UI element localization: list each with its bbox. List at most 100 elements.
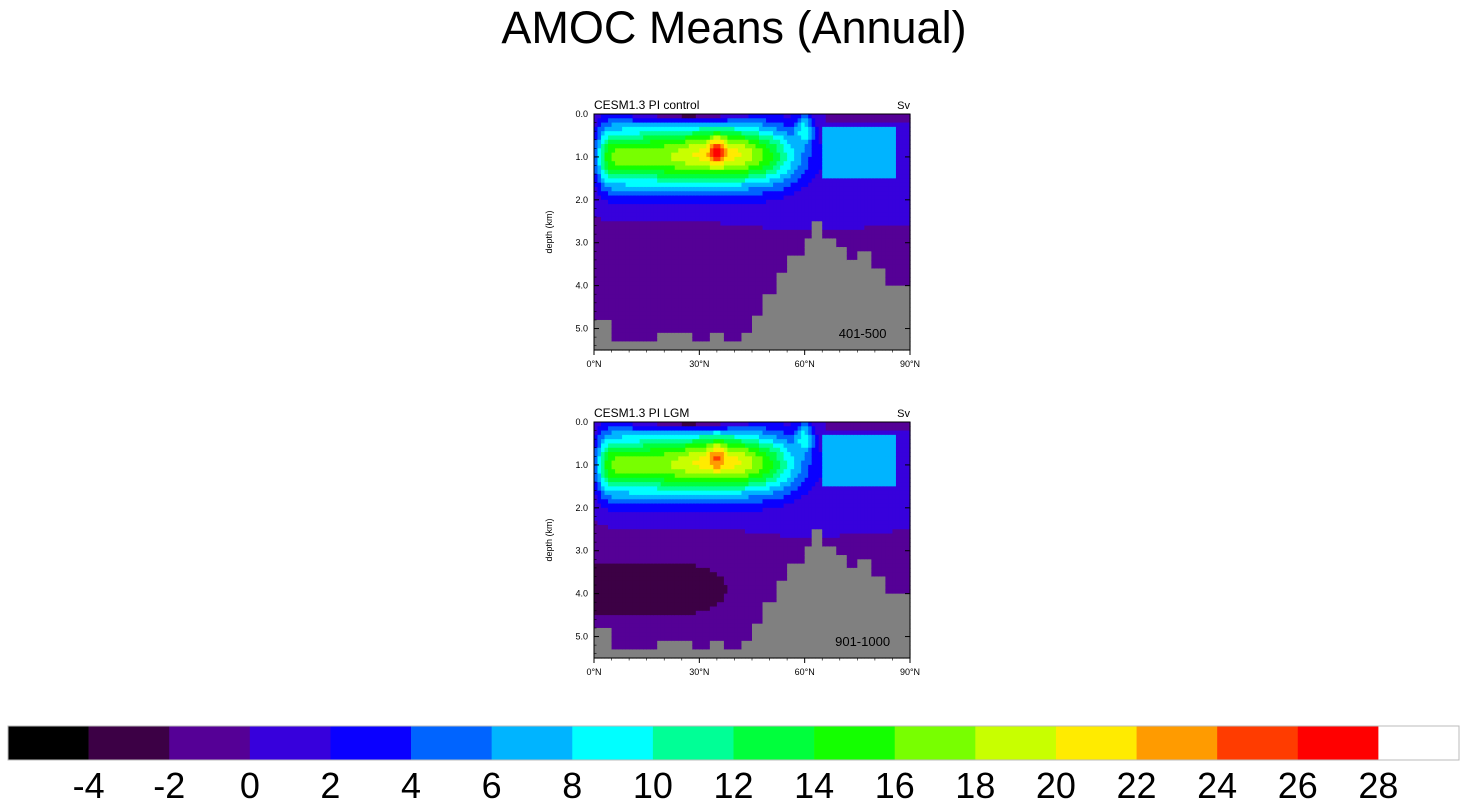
field-cell [811, 114, 816, 119]
field-cell [720, 182, 725, 188]
land-cell [787, 255, 792, 261]
land-cell [811, 251, 816, 257]
field-cell [664, 255, 669, 261]
field-cell [850, 131, 855, 137]
land-cell [787, 311, 792, 317]
field-cell [723, 289, 729, 295]
field-cell [748, 216, 753, 222]
land-cell [759, 319, 764, 325]
field-cell [678, 126, 683, 132]
field-cell [818, 126, 823, 132]
land-cell [832, 285, 837, 291]
field-cell [737, 294, 743, 300]
field-cell [695, 234, 700, 240]
field-cell [737, 337, 743, 343]
field-cell [720, 328, 725, 334]
field-cell [615, 221, 620, 227]
field-cell [829, 161, 834, 167]
field-cell [639, 204, 644, 209]
field-cell [625, 212, 630, 218]
field-cell [730, 114, 736, 119]
land-cell [885, 341, 890, 347]
field-cell [860, 152, 865, 158]
field-cell [752, 199, 757, 205]
field-cell [622, 135, 627, 141]
land-cell [853, 259, 858, 265]
land-cell [881, 332, 887, 338]
field-cell [625, 152, 630, 158]
field-cell [650, 195, 655, 201]
field-cell [780, 148, 785, 154]
field-cell [720, 281, 725, 287]
field-cell [713, 212, 718, 218]
land-cell [857, 298, 862, 304]
field-cell [762, 225, 767, 231]
field-cell [888, 208, 894, 214]
field-cell [850, 165, 855, 171]
field-cell [692, 294, 697, 300]
land-cell [794, 315, 799, 321]
field-cell [601, 294, 606, 300]
land-cell [815, 264, 820, 270]
field-cell [885, 186, 890, 192]
field-cell [829, 221, 834, 227]
field-cell [818, 139, 823, 145]
field-cell [741, 122, 746, 128]
field-cell [871, 242, 876, 248]
land-cell [864, 281, 869, 287]
field-cell [790, 225, 795, 231]
field-cell [829, 126, 834, 132]
field-cell [878, 216, 883, 222]
field-cell [737, 195, 743, 201]
field-cell [657, 281, 662, 287]
field-cell [629, 131, 634, 137]
land-cell [906, 285, 911, 291]
field-cell [846, 221, 851, 227]
field-cell [660, 242, 665, 248]
field-cell [660, 199, 665, 205]
field-cell [632, 277, 637, 282]
land-cell [625, 345, 630, 351]
field-cell [713, 289, 718, 295]
field-cell [902, 212, 908, 218]
field-cell [780, 169, 785, 175]
field-cell [639, 242, 644, 248]
field-cell [709, 298, 714, 304]
land-cell [825, 285, 830, 291]
panel-title: CESM1.3 PI control [594, 98, 699, 112]
field-cell [657, 221, 662, 227]
land-cell [874, 281, 879, 287]
field-cell [895, 144, 901, 149]
field-cell [850, 169, 855, 175]
field-cell [744, 277, 750, 282]
field-cell [822, 182, 827, 188]
field-cell [660, 186, 665, 192]
field-cell [737, 182, 743, 188]
field-cell [709, 148, 714, 154]
field-cell [846, 247, 851, 252]
land-cell [604, 337, 609, 343]
land-cell [839, 341, 844, 347]
field-cell [780, 259, 785, 265]
field-cell [818, 152, 823, 158]
land-cell [801, 272, 806, 278]
field-cell [818, 131, 823, 137]
field-cell [653, 199, 658, 205]
field-cell [713, 135, 718, 141]
field-cell [611, 259, 616, 265]
land-cell [888, 341, 894, 347]
field-cell [667, 311, 672, 317]
land-cell [797, 337, 802, 343]
field-cell [730, 281, 736, 287]
land-cell [871, 285, 876, 291]
field-cell [615, 251, 620, 257]
field-cell [885, 242, 890, 248]
field-cell [836, 225, 841, 231]
land-cell [825, 337, 830, 343]
field-cell [702, 221, 707, 227]
land-cell [818, 234, 823, 240]
field-cell [811, 131, 816, 137]
land-cell [808, 328, 813, 334]
field-cell [741, 204, 746, 209]
field-cell [811, 182, 816, 188]
